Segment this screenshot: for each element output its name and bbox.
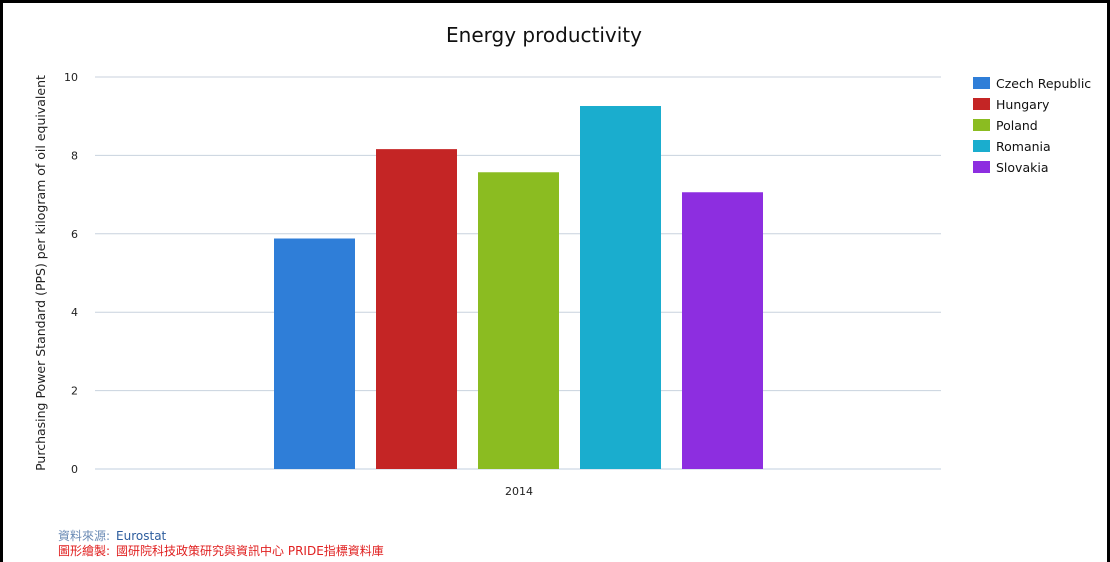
source-credit: 資料來源: Eurostat — [58, 529, 384, 544]
x-tick-label: 2014 — [505, 485, 533, 498]
legend-item[interactable]: Hungary — [973, 97, 1050, 112]
y-tick-label: 10 — [64, 71, 78, 84]
y-tick-label: 4 — [71, 306, 78, 319]
bar-poland[interactable] — [478, 172, 559, 470]
legend-label: Romania — [996, 139, 1051, 154]
legend[interactable]: Czech Republic Hungary Poland Romania Slovak… — [973, 76, 1091, 175]
x-axis-ticks: 2014 — [505, 485, 533, 498]
credits: 資料來源: Eurostat 圖形繪製: 國研院科技政策研究與資訊中心 PRIDE指… — [58, 529, 384, 559]
y-tick-label: 6 — [71, 228, 78, 241]
bar-czech-republic[interactable] — [274, 238, 355, 469]
author-link[interactable]: 國研院科技政策研究與資訊中心 PRIDE指標資料庫 — [116, 544, 384, 558]
legend-label: Poland — [996, 118, 1038, 133]
legend-item[interactable]: Poland — [973, 118, 1038, 133]
legend-label: Czech Republic — [996, 76, 1091, 91]
legend-item[interactable]: Czech Republic — [973, 76, 1091, 91]
author-label: 圖形繪製: — [58, 544, 111, 558]
y-axis-ticks: 0 2 4 6 8 10 — [64, 71, 78, 476]
chart-title: Energy productivity — [446, 23, 642, 47]
legend-swatch — [973, 77, 990, 89]
bar-romania[interactable] — [580, 106, 661, 470]
y-tick-label: 2 — [71, 385, 78, 398]
author-credit: 圖形繪製: 國研院科技政策研究與資訊中心 PRIDE指標資料庫 — [58, 544, 384, 559]
legend-label: Hungary — [996, 97, 1050, 112]
y-tick-label: 8 — [71, 149, 78, 162]
legend-item[interactable]: Slovakia — [973, 160, 1048, 175]
bars — [274, 106, 763, 470]
legend-swatch — [973, 140, 990, 152]
source-link[interactable]: Eurostat — [116, 529, 167, 543]
legend-swatch — [973, 98, 990, 110]
legend-item[interactable]: Romania — [973, 139, 1051, 154]
bar-hungary[interactable] — [376, 149, 457, 470]
legend-swatch — [973, 119, 990, 131]
y-axis-label: Purchasing Power Standard (PPS) per kilo… — [33, 75, 48, 471]
bar-slovakia[interactable] — [682, 192, 763, 470]
y-tick-label: 0 — [71, 463, 78, 476]
legend-label: Slovakia — [996, 160, 1048, 175]
legend-swatch — [973, 161, 990, 173]
source-label: 資料來源: — [58, 529, 111, 543]
chart: Energy productivity 0 2 4 6 8 10 Purchasing P… — [33, 23, 1091, 498]
